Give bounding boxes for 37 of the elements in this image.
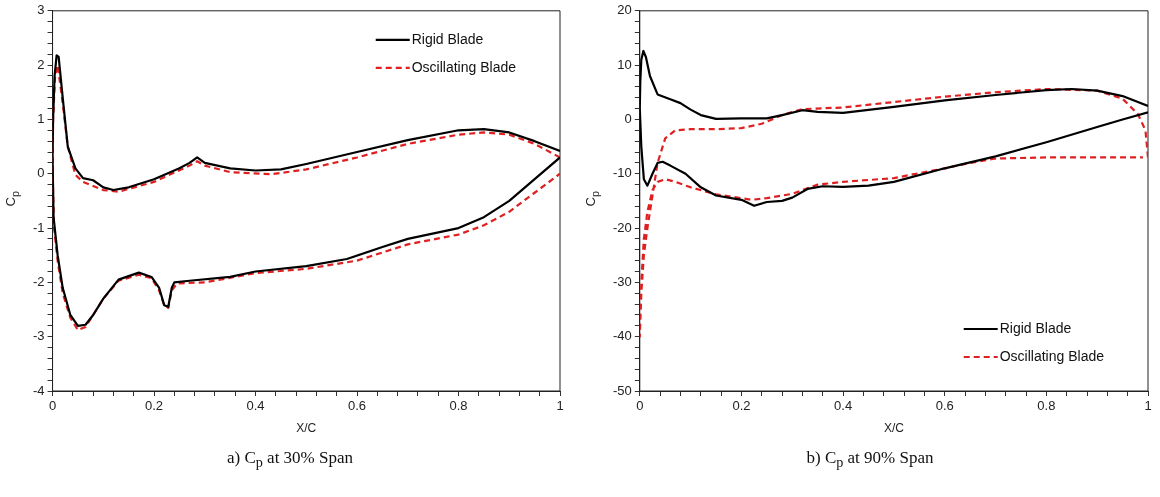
- x-tick-label: 0.8: [1037, 398, 1056, 414]
- y-tick-label: -4: [33, 382, 45, 398]
- y-tick-label: 20: [617, 2, 632, 18]
- y-tick-label: -2: [33, 273, 45, 289]
- x-tick-label: 0: [636, 398, 644, 414]
- y-tick-label: 0: [37, 165, 45, 181]
- y-tick-label: 10: [617, 56, 632, 72]
- y-tick-label: -10: [612, 165, 632, 181]
- x-tick-label: 0.8: [449, 398, 468, 414]
- legend-label: Rigid Blade: [999, 319, 1072, 336]
- legend-label: Rigid Blade: [411, 30, 484, 47]
- y-tick-label: 0: [624, 111, 632, 127]
- text: a) C$_{p}$ at 30% Span: [225, 448, 355, 472]
- y-tick-label: 2: [37, 56, 45, 72]
- y-tick-label: -3: [33, 328, 45, 344]
- x-axis-title: X/C: [296, 421, 317, 436]
- y-tick-label: -1: [33, 219, 45, 235]
- x-tick-label: 1: [556, 398, 564, 414]
- x-tick-label: 0.4: [246, 398, 265, 414]
- y-tick-label: 3: [37, 2, 45, 18]
- x-tick-label: 1: [1144, 398, 1152, 414]
- y-tick-label: -40: [612, 328, 632, 344]
- y-tick-label: -30: [612, 273, 632, 289]
- line-series: [639, 87, 1148, 338]
- legend-label: Oscillating Blade: [411, 58, 517, 75]
- y-tick-label: -50: [612, 382, 632, 398]
- x-axis-title: X/C: [883, 421, 905, 436]
- x-tick-label: 0.6: [347, 398, 367, 414]
- x-tick-label: 0.2: [145, 398, 164, 414]
- y-tick-label: -20: [612, 219, 632, 235]
- x-tick-label: 0: [48, 398, 57, 414]
- x-tick-label: 0.4: [834, 398, 853, 414]
- x-tick-label: 0.2: [732, 398, 751, 414]
- x-tick-label: 0.6: [935, 398, 954, 414]
- text: b) C$_{p}$ at 90% Span: [805, 448, 935, 472]
- legend-label: Oscillating Blade: [999, 347, 1105, 364]
- y-tick-label: 1: [37, 111, 45, 127]
